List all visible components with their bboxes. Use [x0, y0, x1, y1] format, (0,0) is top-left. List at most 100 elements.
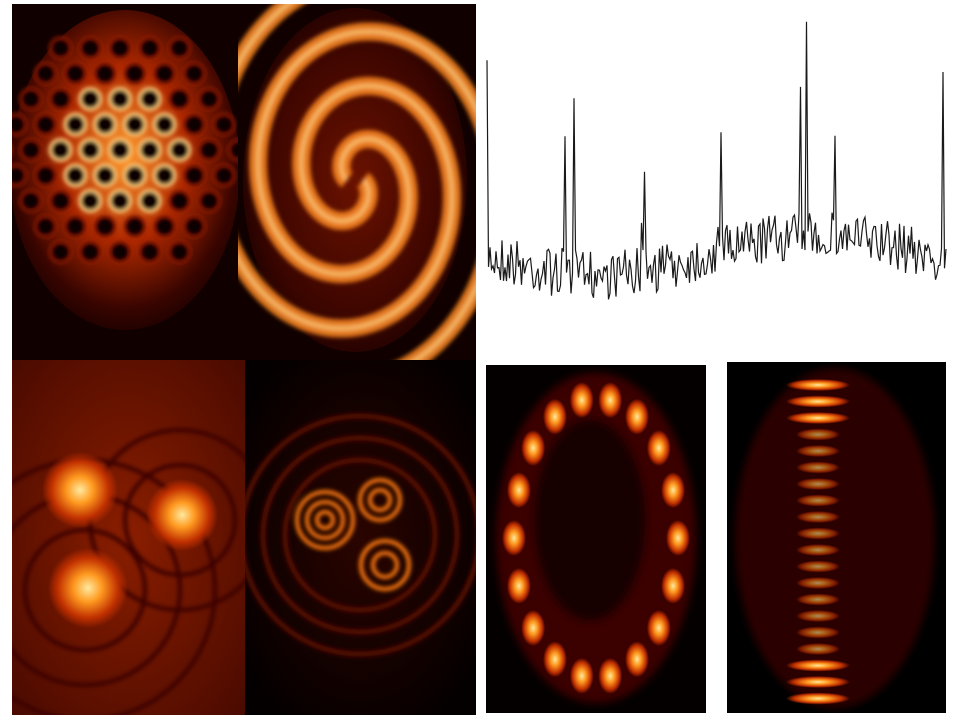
bright-spot: [42, 452, 118, 528]
lattice-cell: [109, 88, 130, 109]
lattice-cell: [214, 165, 235, 186]
fringe: [796, 478, 840, 490]
lattice-cell: [80, 139, 101, 160]
rings-panel: [241, 360, 479, 715]
lattice-cell: [139, 37, 160, 58]
lattice-cell: [139, 88, 160, 109]
lattice-cell: [109, 241, 130, 262]
lattice-cell: [124, 63, 145, 84]
fringe: [796, 610, 840, 622]
fringe: [796, 429, 840, 441]
lattice-cell: [65, 63, 86, 84]
lattice-cell: [95, 114, 116, 135]
fringe: [796, 544, 840, 556]
bright-spot: [48, 548, 128, 628]
lattice-spot: [647, 610, 671, 646]
fringe: [796, 627, 840, 639]
lattice-cell: [184, 63, 205, 84]
lattice-cell: [95, 165, 116, 186]
lattice-cell: [65, 114, 86, 135]
lattice-spot: [543, 399, 567, 435]
spiral-panel: [214, 0, 495, 381]
lattice-cell: [35, 165, 56, 186]
lattice-cell: [95, 216, 116, 237]
lattice-spot: [598, 658, 622, 694]
lattice-spot: [625, 399, 649, 435]
lattice-cell: [20, 190, 41, 211]
lattice-cell: [80, 37, 101, 58]
fringe: [796, 445, 840, 457]
lattice-cell: [109, 139, 130, 160]
lattice-cell: [50, 37, 71, 58]
composite-image: [0, 0, 954, 715]
lattice-cell: [65, 216, 86, 237]
lattice-cell: [5, 165, 26, 186]
lattice-cell: [184, 165, 205, 186]
panel-background: [245, 360, 476, 715]
lattice-cell: [35, 216, 56, 237]
lattice-cell: [50, 88, 71, 109]
lattice-cell: [109, 190, 130, 211]
lattice-spot: [570, 382, 594, 418]
fringe: [796, 462, 840, 474]
lattice-cell: [35, 63, 56, 84]
dark-core: [535, 420, 645, 620]
lattice-cell: [95, 63, 116, 84]
lattice-cell: [199, 139, 220, 160]
signal-trace-panel: [487, 22, 946, 300]
lattice-cell: [50, 241, 71, 262]
lattice-cell: [154, 216, 175, 237]
ring-lattice-panel: [486, 365, 706, 713]
lattice-cell: [169, 88, 190, 109]
lattice-cell: [35, 114, 56, 135]
fringe: [796, 577, 840, 589]
lattice-spot: [507, 472, 531, 508]
fringe: [796, 561, 840, 573]
lattice-cell: [169, 190, 190, 211]
fringe: [786, 379, 850, 391]
lattice-cell: [214, 114, 235, 135]
fringe: [796, 643, 840, 655]
lattice-cell: [109, 37, 130, 58]
stripe-panel: [727, 362, 946, 713]
lattice-spot: [661, 472, 685, 508]
blobs-panel: [0, 360, 270, 715]
lattice-cell: [139, 139, 160, 160]
lattice-cell: [169, 139, 190, 160]
lattice-cell: [20, 88, 41, 109]
lattice-spot: [521, 430, 545, 466]
lattice-cell: [199, 190, 220, 211]
lattice-spot: [625, 641, 649, 677]
lattice-cell: [169, 241, 190, 262]
fringe: [786, 693, 850, 705]
lattice-cell: [80, 241, 101, 262]
lattice-cell: [0, 139, 12, 160]
lattice-cell: [154, 114, 175, 135]
lattice-spot: [521, 610, 545, 646]
lattice-cell: [80, 190, 101, 211]
lattice-spot: [570, 658, 594, 694]
lattice-cell: [154, 165, 175, 186]
lattice-spot: [647, 430, 671, 466]
lattice-cell: [184, 114, 205, 135]
fringe: [786, 396, 850, 408]
fringe: [796, 594, 840, 606]
lattice-cell: [20, 139, 41, 160]
lattice-spot: [507, 568, 531, 604]
lattice-cell: [124, 216, 145, 237]
fringe: [786, 412, 850, 424]
lattice-cell: [199, 88, 220, 109]
fringe: [786, 676, 850, 688]
fringe: [796, 511, 840, 523]
lattice-spot: [502, 520, 526, 556]
noise-trace: [487, 22, 946, 300]
lattice-spot: [666, 520, 690, 556]
lattice-cell: [169, 37, 190, 58]
lattice-cell: [184, 216, 205, 237]
fringe: [796, 495, 840, 507]
lattice-cell: [124, 114, 145, 135]
lattice-cell: [5, 114, 26, 135]
page: (() => { const svg = document.getElement…: [0, 0, 954, 715]
lattice-spot: [661, 568, 685, 604]
honeycomb-panel: [0, 4, 250, 360]
